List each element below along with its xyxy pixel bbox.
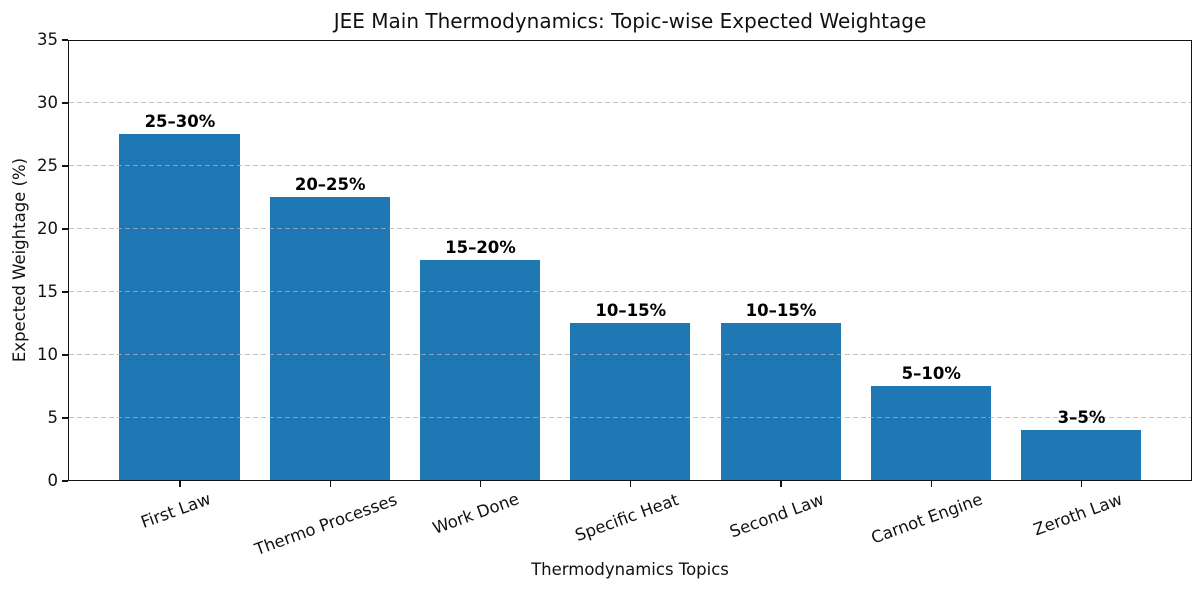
y-tick-mark (62, 291, 68, 293)
y-tick-mark (62, 165, 68, 167)
x-axis-label: Thermodynamics Topics (531, 560, 729, 579)
y-tick-mark (62, 417, 68, 419)
x-tick-label: Second Law (727, 489, 827, 542)
chart-title: JEE Main Thermodynamics: Topic-wise Expe… (333, 9, 927, 33)
bar (1021, 429, 1142, 480)
gridline (69, 354, 1191, 356)
y-tick-label: 30 (37, 93, 58, 112)
plot-area (68, 40, 1192, 481)
y-tick-mark (62, 354, 68, 356)
y-tick-mark (62, 228, 68, 230)
bar-value-label: 20–25% (294, 174, 366, 194)
x-tick-label: First Law (138, 489, 214, 533)
x-tick-mark (329, 481, 331, 487)
bar-value-label: 10–15% (745, 300, 817, 320)
x-tick-label: Specific Heat (572, 489, 681, 545)
gridline (69, 102, 1191, 104)
gridline (69, 228, 1191, 230)
x-tick-mark (1080, 481, 1083, 487)
x-tick-label: Work Done (430, 489, 523, 539)
bar-value-label: 15–20% (445, 237, 516, 257)
bar (269, 196, 390, 480)
bar (419, 259, 541, 480)
y-tick-label: 35 (37, 30, 58, 49)
bar (570, 322, 691, 480)
bar-value-label: 25–30% (144, 111, 216, 131)
bar (119, 133, 240, 480)
bar (870, 385, 991, 480)
x-tick-label: Thermo Processes (252, 489, 400, 559)
y-tick-label: 15 (37, 282, 58, 301)
y-tick-mark (62, 39, 68, 41)
y-tick-mark (62, 480, 68, 482)
bar (720, 322, 841, 480)
y-tick-label: 10 (37, 345, 58, 364)
x-tick-label: Zeroth Law (1030, 489, 1125, 540)
y-tick-mark (62, 102, 68, 104)
x-tick-mark (179, 481, 181, 487)
bar-value-label: 5–10% (901, 363, 961, 383)
y-axis-label: Expected Weightage (%) (10, 157, 29, 363)
gridline (69, 165, 1191, 167)
y-tick-label: 0 (47, 471, 59, 490)
x-tick-mark (930, 481, 932, 487)
x-tick-mark (780, 481, 782, 487)
bar-value-label: 3–5% (1057, 407, 1106, 427)
gridline (69, 291, 1191, 293)
y-tick-label: 25 (37, 156, 58, 175)
x-tick-mark (630, 481, 632, 487)
y-tick-label: 5 (47, 408, 59, 427)
x-tick-mark (479, 481, 482, 487)
y-tick-label: 20 (37, 219, 58, 238)
x-tick-label: Carnot Engine (868, 489, 986, 548)
bar-value-label: 10–15% (595, 300, 667, 320)
gridline (69, 417, 1191, 419)
